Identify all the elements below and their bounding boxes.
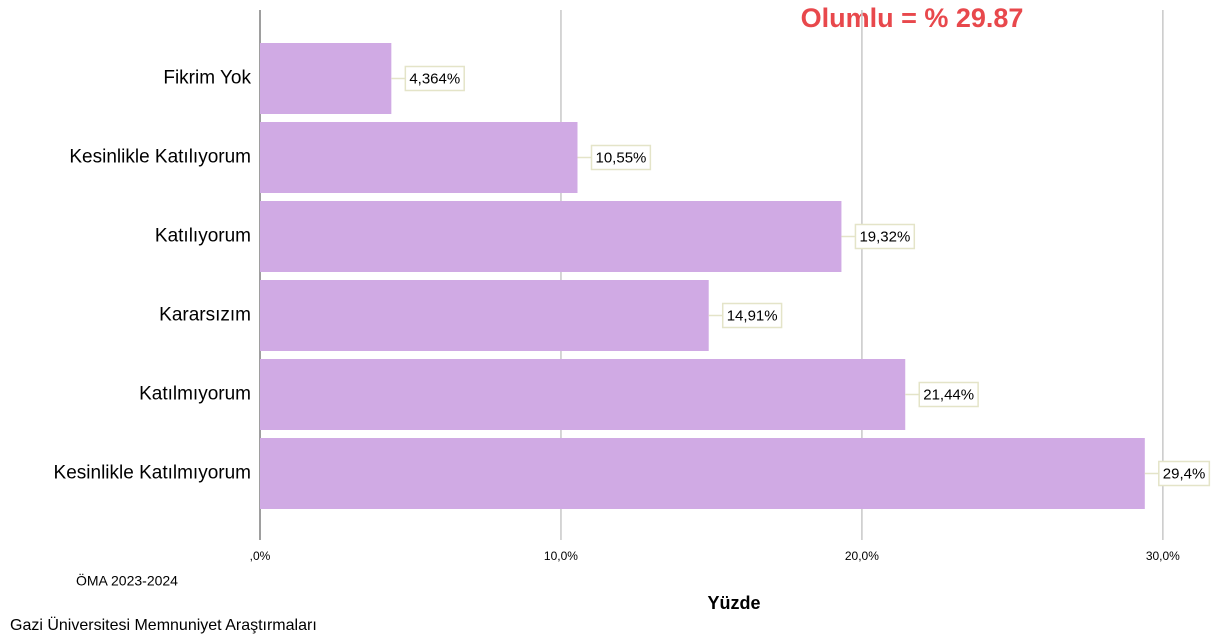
- annotation: Olumlu = % 29.87: [801, 3, 1024, 33]
- x-tick-label: 20,0%: [845, 549, 879, 563]
- value-label: 21,44%: [923, 386, 974, 403]
- value-label: 10,55%: [596, 149, 647, 166]
- x-tick-label: 10,0%: [544, 549, 578, 563]
- y-tick-label: Kesinlikle Katılıyorum: [69, 147, 251, 168]
- bar: [260, 43, 392, 114]
- bar: [260, 201, 842, 272]
- value-label-box: [404, 65, 465, 92]
- y-tick-label: Kararsızım: [159, 305, 251, 326]
- bar: [260, 280, 709, 351]
- bar: [260, 438, 1145, 509]
- note: Gazi Üniversitesi Memnuniyet Araştırmala…: [10, 616, 317, 634]
- bar: [260, 359, 906, 430]
- value-label-box: [1158, 460, 1211, 487]
- note: ÖMA 2023-2024: [76, 572, 178, 589]
- value-label: 4,364%: [409, 70, 460, 87]
- value-label: 14,91%: [727, 307, 778, 324]
- value-label-box: [590, 144, 652, 171]
- value-label-box: [854, 223, 916, 250]
- value-label: 29,4%: [1163, 465, 1206, 482]
- x-tick-label: 30,0%: [1146, 549, 1180, 563]
- x-axis-label: Yüzde: [707, 593, 760, 613]
- y-tick-label: Katılmıyorum: [139, 384, 251, 405]
- value-label-box: [918, 381, 979, 408]
- y-tick-label: Fikrim Yok: [163, 68, 251, 89]
- x-tick-label: ,0%: [250, 549, 271, 563]
- value-label: 19,32%: [859, 228, 910, 245]
- y-tick-label: Katılıyorum: [155, 226, 251, 247]
- value-label-box: [721, 302, 783, 329]
- y-tick-label: Kesinlikle Katılmıyorum: [54, 463, 251, 484]
- bar: [260, 122, 578, 193]
